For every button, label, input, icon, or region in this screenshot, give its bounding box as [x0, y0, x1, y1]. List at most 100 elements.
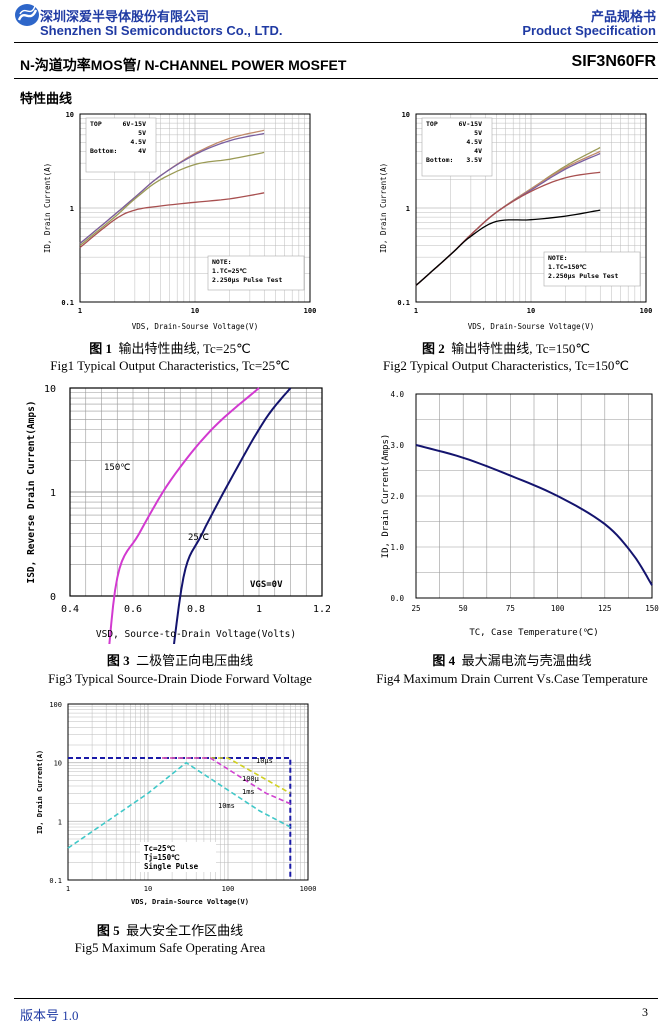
fig5-caption-num: 图 5 [96, 923, 120, 938]
fig5-xtick-2: 100 [222, 885, 235, 893]
fig5-xtick-1: 10 [144, 885, 152, 893]
fig5-ylabel: ID, Drain Current(A) [36, 750, 44, 834]
fig5-series-3 [67, 761, 291, 849]
company-name-en: Shenzhen SI Semiconductors Co., LTD. [40, 23, 283, 38]
f2-legend-val-3: 4V [474, 147, 482, 155]
fig3-caption-en: Fig3 Typical Source-Drain Diode Forward … [48, 671, 312, 686]
fig4-ylabel: ID, Drain Current(Amps) [381, 434, 391, 559]
fig3-ytick-1: 1 [50, 488, 56, 499]
part-number: SIF3N60FR [571, 53, 656, 70]
fig5-cond-line-0: Tc=25℃ [144, 844, 176, 853]
fig4-ytick-3: 3.0 [390, 441, 404, 450]
f1-xtick-1: 10 [191, 307, 199, 315]
f2-xtick-2: 100 [640, 307, 653, 315]
fig1-ylabel: ID, Drain Current(A) [43, 163, 52, 253]
fig3-series-0 [108, 387, 260, 644]
f1-legend-val-3: 4V [138, 147, 146, 155]
f1-series-4V [79, 192, 265, 249]
fig2-caption-num: 图 2 [421, 341, 445, 356]
f1-note-line-1: 1.TC=25℃ [212, 267, 247, 275]
fig3-label-150: 150℃ [104, 463, 130, 473]
fig4-chart: 25 50 75 100 125 150 0.0 1.0 2.0 3.0 4.0 TC, Case … [381, 390, 659, 638]
f1-note-line-0: NOTE: [212, 258, 232, 266]
f1-note-line-2: 2.250μs Pulse Test [212, 276, 283, 284]
fig4-xtick-4: 125 [598, 604, 612, 613]
fig1-caption-num: 图 1 [89, 341, 112, 356]
f2-ytick-1: 1 [406, 205, 410, 213]
fig3-caption-text: 二极管正向电压曲线 [136, 653, 254, 668]
fig5-series-2 [162, 757, 291, 805]
fig3-xtick-2: 0.8 [187, 604, 205, 615]
footer-version: 版本号 1.0 [20, 1008, 79, 1023]
fig5-ytick-2: 10 [54, 760, 62, 768]
f1-legend-key-0: TOP [90, 120, 102, 128]
fig5-cond-line-1: Tj=150℃ [144, 853, 180, 862]
fig5-caption-cn: 图 5 最大安全工作区曲线 [20, 920, 320, 939]
fig5-pulse-label-1: 100μ [242, 775, 260, 783]
f1-series-45V [79, 151, 265, 246]
f1-legend-val-2: 4.5V [130, 138, 146, 146]
f2-note-line-2: 2.250μs Pulse Test [548, 272, 619, 280]
f1-legend-val-1: 5V [138, 129, 146, 137]
doc-type-en: Product Specification [522, 23, 656, 38]
fig4-xtick-1: 50 [459, 604, 469, 613]
title-rule [14, 78, 658, 79]
f2-legend-val-1: 5V [474, 129, 482, 137]
fig3-xtick-3: 1 [256, 604, 262, 615]
fig5-ytick-0: 0.1 [49, 877, 62, 885]
fig4-caption-cn: 图 4 最大漏电流与壳温曲线 [352, 650, 672, 669]
fig5-xlabel: VDS, Drain-Source Voltage(V) [131, 898, 249, 906]
fig3-xtick-0: 0.4 [61, 604, 79, 615]
fig4-xtick-0: 25 [411, 604, 420, 613]
fig4-ytick-0: 0.0 [390, 594, 404, 603]
fig5-caption-en: Fig5 Maximum Safe Operating Area [74, 940, 266, 955]
fig4-xtick-2: 75 [506, 604, 515, 613]
footer-rule [14, 998, 658, 999]
f2-note-line-1: 1.TC=150℃ [548, 263, 587, 271]
fig4-caption-text: 最大漏电流与壳温曲线 [461, 653, 592, 668]
f2-note-line-0: NOTE: [548, 254, 568, 262]
f1-legend-key-3: Bottom: [90, 147, 117, 155]
fig3-label-25: 25℃ [188, 533, 209, 543]
product-line: N-沟道功率MOS管/ N-CHANNEL POWER MOSFET [20, 57, 347, 73]
fig4-xtick-3: 100 [551, 604, 565, 613]
page-number: 3 [642, 1005, 648, 1019]
fig4-ytick-1: 1.0 [390, 543, 404, 552]
fig5-caption-text: 最大安全工作区曲线 [126, 923, 244, 938]
fig5-xtick-3: 1000 [300, 885, 317, 893]
fig1-caption-en: Fig1 Typical Output Characteristics, Tc=… [50, 358, 290, 373]
f2-ytick-2: 10 [402, 111, 410, 119]
fig4-xtick-5: 150 [645, 604, 659, 613]
fig1-caption-text: 输出特性曲线, Tc=25℃ [118, 341, 251, 356]
fig3-xlabel: VSD, Source-to-Drain Voltage(Volts) [96, 629, 296, 640]
f2-legend-val-2: 4.5V [466, 138, 482, 146]
fig5-series-1 [162, 757, 291, 794]
fig3-xtick-4: 1.2 [313, 604, 330, 615]
fig2-xlabel: VDS, Drain-Sourse Voltage(V) [468, 322, 594, 331]
fig5-ytick-3: 100 [49, 701, 62, 709]
logo-mark-icon [15, 4, 39, 26]
f2-xtick-1: 10 [527, 307, 535, 315]
fig5-xtick-0: 1 [66, 885, 70, 893]
fig4-caption-num: 图 4 [432, 653, 456, 668]
fig3-ytick-2: 10 [44, 384, 56, 395]
fig4-series-id [415, 444, 653, 586]
f2-legend-val-4: 3.5V [466, 156, 482, 164]
f1-xtick-0: 1 [78, 307, 82, 315]
fig5-pulse-label-2: 1ms [242, 788, 255, 796]
fig3-chart: 150℃ 25℃ VGS=0V 0.4 0.6 0.8 1 1.2 0 1 10 VSD, S… [26, 384, 330, 644]
f2-ytick-0: 0.1 [397, 299, 410, 307]
fig2-ylabel: ID, Drain Current(A) [379, 163, 388, 253]
f1-ytick-0: 0.1 [61, 299, 74, 307]
fig3-ylabel: ISD, Reverse Drain Current(Amps) [26, 400, 37, 583]
fig3-caption-cn: 图 3 二极管正向电压曲线 [20, 650, 340, 669]
f1-xtick-2: 100 [304, 307, 317, 315]
f2-legend-val-0: 6V-15V [459, 120, 483, 128]
fig4-xlabel: TC, Case Temperature(℃) [469, 628, 598, 638]
fig3-series-1 [173, 387, 292, 644]
f2-legend-key-0: TOP [426, 120, 438, 128]
fig3-caption-num: 图 3 [106, 653, 130, 668]
